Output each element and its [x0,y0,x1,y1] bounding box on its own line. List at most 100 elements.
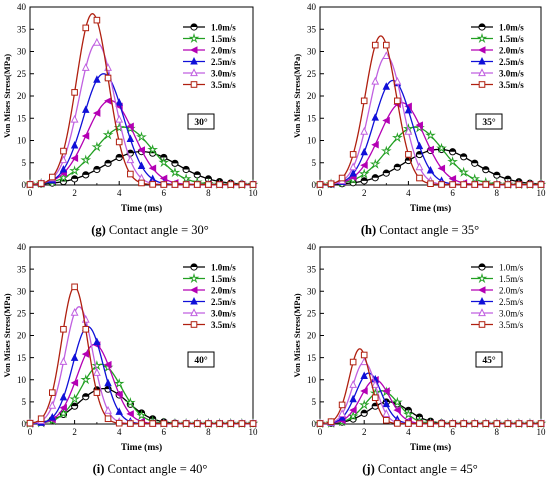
data-point [338,174,346,182]
y-tick-label: 0 [22,419,27,429]
data-point [149,181,156,188]
legend-marker [478,81,486,88]
data-point-fill [361,177,368,181]
x-tick-label: 10 [249,188,259,198]
y-tick-label: 0 [312,180,317,190]
legend-label: 2.0m/s [499,285,524,295]
series-35ms [26,283,257,427]
data-point [82,105,90,113]
data-point [37,415,45,423]
legend-label: 1.5m/s [211,274,236,284]
data-point [71,283,78,291]
x-tick-label: 4 [117,188,122,198]
y-tick-label: 15 [307,353,317,363]
data-point [382,82,391,90]
data-point [393,406,401,414]
data-point [349,394,357,403]
legend-marker [190,68,198,77]
data-point [81,132,90,140]
x-tick-label: 4 [406,188,411,198]
legend-marker [190,286,198,294]
data-point [127,420,134,427]
legend-label: 3.5m/s [499,80,524,90]
data-point [382,116,390,125]
y-tick-label: 10 [17,136,27,146]
data-point [405,420,412,427]
legend-label: 1.0m/s [499,262,524,272]
data-point [80,374,92,385]
y-tick-label: 10 [307,136,317,146]
data-point [460,420,467,427]
legend-label: 1.0m/s [499,22,524,32]
data-point [349,151,357,158]
data-point [438,181,445,188]
y-tick-label: 40 [17,242,27,252]
data-point-fill [471,160,478,164]
data-point [360,351,368,359]
angle-annotation: 35° [482,117,496,128]
data-point [126,122,134,131]
data-point [136,131,147,142]
data-point-fill [127,150,134,154]
data-point [113,377,125,389]
data-point [59,357,68,365]
y-tick-label: 25 [307,69,317,79]
data-point [158,156,170,168]
data-point [447,156,458,167]
legend-label: 1.5m/s [211,34,236,44]
x-axis-label: Time (ms) [121,203,162,214]
data-point [102,129,114,140]
data-point [59,403,67,412]
legend-marker [476,32,488,44]
data-point [249,181,257,188]
y-tick-label: 40 [17,2,27,12]
data-point [416,420,423,427]
y-axis-label: Von Mises Stress(MPa) [292,54,302,138]
legend-marker [478,321,486,328]
y-tick-label: 10 [307,375,317,385]
data-point [371,113,379,121]
legend-marker-fill [190,263,198,267]
data-point-fill [116,154,123,158]
data-point [482,181,490,188]
legend-marker-fill [478,263,486,267]
legend-label: 2.0m/s [211,45,236,55]
y-tick-label: 35 [307,24,317,34]
data-point [93,389,101,396]
data-point [425,129,436,141]
data-point-fill [205,175,212,179]
data-point [349,162,358,171]
x-tick-label: 0 [318,427,323,437]
chart-g: 0 2 4 6 8 10 0 5 10 15 20 25 30 35 40 Time (ms) Von Mise… [2,2,259,214]
data-point [71,89,78,96]
data-point [404,126,413,135]
data-point [427,420,434,427]
data-point [316,420,324,427]
plot-frame [319,246,542,425]
legend-label: 1.0m/s [211,22,236,32]
data-point [383,416,390,424]
data-point [382,51,391,60]
data-point-fill [482,166,489,170]
legend-label: 3.0m/s [211,308,236,318]
data-point [70,154,79,162]
x-tick-label: 4 [406,427,411,437]
data-point [160,420,168,427]
data-point [371,41,379,49]
data-point [360,387,368,395]
y-tick-label: 5 [22,158,27,168]
data-point [349,168,357,177]
data-point-fill [71,175,78,179]
data-point [82,325,90,333]
caption-i-text: Contact angle = 40° [107,462,208,476]
data-point [371,380,380,388]
x-tick-label: 6 [162,427,167,437]
legend-marker [188,272,200,284]
legend-marker [478,297,486,305]
series-35ms [26,12,257,188]
angle-annotation-box [475,113,503,130]
y-tick-label: 35 [307,264,317,274]
data-point-fill [104,160,112,164]
data-point [70,141,79,149]
data-point [104,74,112,82]
